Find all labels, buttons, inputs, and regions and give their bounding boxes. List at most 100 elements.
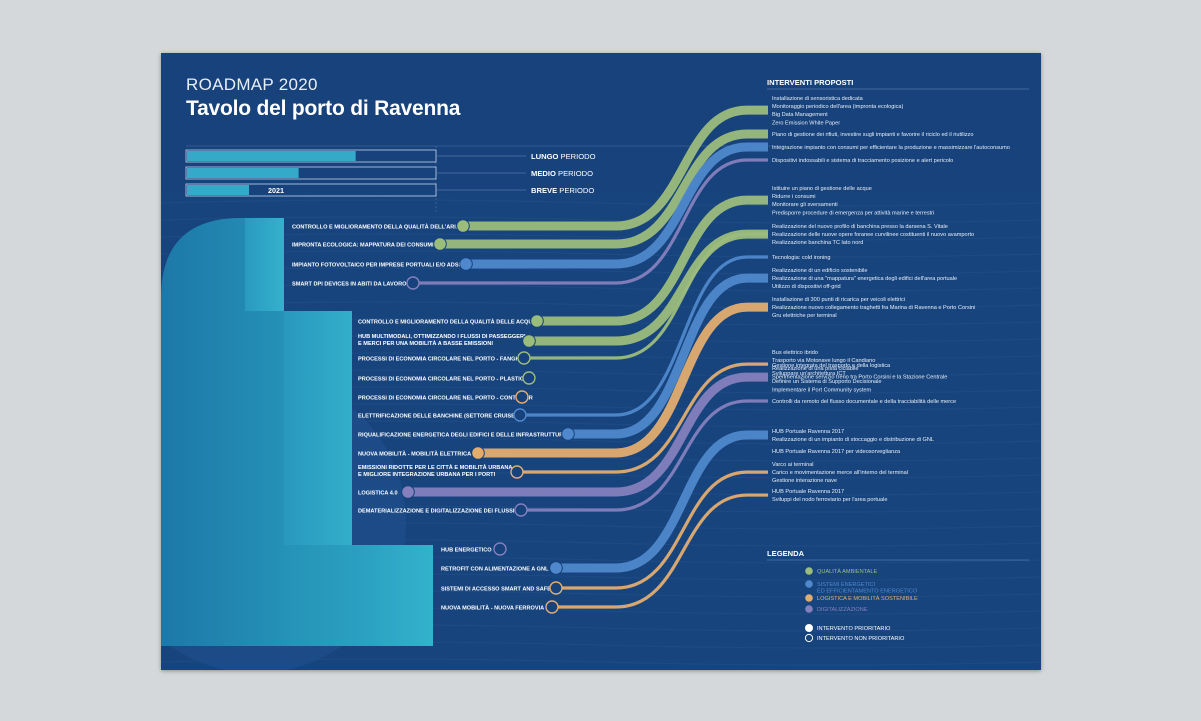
non-priority-node <box>545 600 559 614</box>
non-priority-node <box>517 351 531 365</box>
period-year: 2021 <box>268 186 284 195</box>
proposal-item: Bus elettrico ibrido <box>772 350 818 356</box>
water-ripple <box>161 199 1041 207</box>
flow-ribbon <box>445 129 768 249</box>
non-priority-node <box>549 581 563 595</box>
period-label: LUNGO PERIODO <box>531 152 596 161</box>
water-ripple <box>161 301 1041 309</box>
period-bar-fill <box>187 151 356 161</box>
initiative-label: SISTEMI DI ACCESSO SMART AND SAFE <box>441 586 551 592</box>
proposal-item: Zero Emission White Paper <box>772 120 840 126</box>
period-label-rest: PERIODO <box>557 186 594 195</box>
initiative-label: HUB ENERGETICO <box>441 547 492 553</box>
proposal-item: Controlli da remoto del flusso documenta… <box>772 399 956 405</box>
legend-title: LEGENDA <box>767 549 805 558</box>
proposal-item: Realizzazione del nuovo profilo di banch… <box>772 224 948 230</box>
proposal-item: Integrazione impianto con consumi per ef… <box>772 145 1010 151</box>
proposal-item: Carico e movimentazione merce all'intern… <box>772 470 908 476</box>
initiative-label: E MERCI PER UNA MOBILITÀ A BASSE EMISSIO… <box>358 340 493 347</box>
initiative-label: DEMATERIALIZZAZIONE E DIGITALIZZAZIONE D… <box>358 508 515 514</box>
priority-node <box>549 561 563 575</box>
proposal-item: Sviluppare un'architettura ICT <box>772 371 846 377</box>
proposal-item: Utilizzo di dispositivi off-grid <box>772 284 841 290</box>
flow-ribbon <box>483 302 768 458</box>
flow-ribbon <box>468 105 768 231</box>
initiative-label: PROCESSI DI ECONOMIA CIRCOLARE NEL PORTO… <box>358 356 522 362</box>
non-priority-node <box>493 542 507 556</box>
priority-node <box>401 485 415 499</box>
non-priority-node <box>522 371 536 385</box>
flow-ribbon <box>522 362 768 474</box>
legend-label: SISTEMI ENERGETICI <box>817 582 876 588</box>
proposal-item: Definire un Sistema di Supporto Decision… <box>772 379 881 385</box>
non-priority-node <box>514 503 528 517</box>
proposal-item: Gru elettriche per terminal <box>772 313 837 319</box>
flow-ribbon <box>542 195 768 326</box>
proposal-item: Piano di gestione dei rifiuti, investire… <box>772 132 973 138</box>
proposal-item: Sviluppi del nodo ferroviario per l'area… <box>772 497 888 503</box>
water-ripple <box>161 250 1041 258</box>
period-bar-fill <box>187 185 249 195</box>
proposal-item: Monitoraggio periodico dell'area (impron… <box>772 104 903 110</box>
initiative-label: PROCESSI DI ECONOMIA CIRCOLARE NEL PORTO… <box>358 395 533 401</box>
proposal-item: HUB Portuale Ravenna 2017 <box>772 489 844 495</box>
initiative-label: LOGISTICA 4.0 <box>358 490 398 496</box>
period-label: MEDIO PERIODO <box>531 169 593 178</box>
proposal-item: Gestione integrata del trasporto e della… <box>772 363 891 369</box>
period-bar-fill <box>187 168 299 178</box>
legend-swatch-green <box>805 567 813 575</box>
non-priority-node <box>513 408 527 422</box>
proposal-item: Realizzazione nuovo collegamento traghet… <box>772 305 975 311</box>
legend-swatch-blue <box>805 580 813 588</box>
water-ripple <box>161 216 1041 224</box>
water-ripple <box>161 267 1041 275</box>
page-title: Tavolo del porto di Ravenna <box>186 97 461 120</box>
legend-non-priority-swatch <box>804 633 814 643</box>
flow-ribbon <box>557 493 768 609</box>
flow-ribbon <box>561 430 768 573</box>
initiative-label: PROCESSI DI ECONOMIA CIRCOLARE NEL PORTO… <box>358 376 528 382</box>
proposal-item: Realizzazione di un impianto di stoccagg… <box>772 437 934 443</box>
proposal-item: Realizzazione di una "mappatura" energet… <box>772 276 957 282</box>
initiative-label: HUB MULTIMODALI, OTTIMIZZANDO I FLUSSI D… <box>358 334 526 340</box>
legend-label: QUALITÀ AMBIENTALE <box>817 568 877 575</box>
teal-step <box>352 545 433 646</box>
flow-ribbon <box>525 255 768 417</box>
proposal-item: Ridurre i consumi <box>772 194 816 200</box>
roadmap-subtitle: ROADMAP 2020 <box>186 75 318 94</box>
flow-ribbon <box>418 158 768 285</box>
initiative-label: E MIGLIORE INTEGRAZIONE URBANA PER I POR… <box>358 472 496 478</box>
period-label: BREVE PERIODO <box>531 186 594 195</box>
period-label-strong: BREVE <box>531 186 557 195</box>
priority-node <box>561 427 575 441</box>
initiative-label: RIQUALIFICAZIONE ENERGETICA DEGLI EDIFIC… <box>358 432 567 438</box>
legend-swatch-orange <box>805 594 813 602</box>
interventions-heading: INTERVENTI PROPOSTI <box>767 78 853 87</box>
period-label-rest: PERIODO <box>558 152 595 161</box>
priority-node <box>522 334 536 348</box>
flow-ribbon <box>561 470 768 590</box>
proposal-item: Predisporre procedure di emergenza per a… <box>772 210 934 216</box>
flow-ribbon <box>573 273 768 439</box>
period-label-strong: MEDIO <box>531 169 556 178</box>
proposal-item: Implementare il Port Community system <box>772 387 872 393</box>
proposal-item: Varco ai terminal <box>772 462 814 468</box>
initiative-label: RETROFIT CON ALIMENTAZIONE A GNL <box>441 566 549 572</box>
proposal-item: Trasporto via Motonave lungo il Candiano <box>772 358 875 364</box>
proposal-item: Dispositivi indossabili e sistema di tra… <box>772 158 953 164</box>
proposal-item: Installazione di 300 punti di ricarica p… <box>772 297 905 303</box>
period-label-strong: LUNGO <box>531 152 559 161</box>
teal-step <box>284 311 352 545</box>
flow-ribbon <box>529 232 768 360</box>
proposal-item: Gestione interazione nave <box>772 478 837 484</box>
flow-ribbon <box>526 399 768 512</box>
non-priority-node <box>515 390 529 404</box>
priority-node <box>471 446 485 460</box>
priority-node <box>433 237 447 251</box>
non-priority-node <box>510 465 524 479</box>
legend-swatch-purple <box>805 605 813 613</box>
proposal-item: Monitorare gli sversamenti <box>772 202 838 208</box>
proposal-item: Sperimentazione servizio treno tra Porto… <box>772 374 947 380</box>
initiative-label: IMPRONTA ECOLOGICA: MAPPATURA DEI CONSUM… <box>292 242 434 248</box>
